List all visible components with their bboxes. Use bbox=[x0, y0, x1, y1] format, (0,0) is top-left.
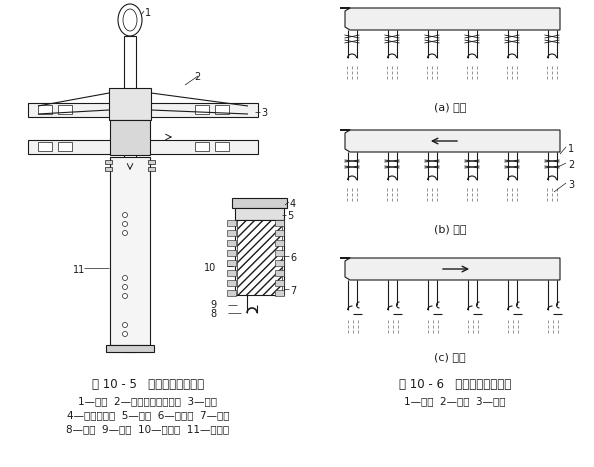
Text: 8—钩针  9—挡条  10—挡条板  11—多孔管: 8—钩针 9—挡条 10—挡条板 11—多孔管 bbox=[67, 424, 229, 434]
Bar bbox=[275, 280, 284, 286]
Bar bbox=[195, 105, 209, 114]
Bar bbox=[105, 167, 112, 171]
Bar bbox=[106, 345, 154, 352]
Bar bbox=[105, 160, 112, 164]
Circle shape bbox=[122, 323, 128, 327]
Bar bbox=[275, 290, 284, 296]
Text: 8: 8 bbox=[210, 309, 216, 319]
Text: 3: 3 bbox=[568, 180, 574, 190]
Bar bbox=[227, 280, 236, 286]
Bar bbox=[215, 142, 229, 151]
Bar bbox=[235, 220, 284, 295]
Bar bbox=[58, 105, 72, 114]
Bar bbox=[38, 105, 52, 114]
Bar bbox=[109, 88, 151, 120]
Text: 6: 6 bbox=[290, 253, 296, 263]
Text: 5: 5 bbox=[287, 211, 293, 221]
Text: 3: 3 bbox=[261, 108, 267, 118]
Bar bbox=[110, 157, 150, 345]
Text: 7: 7 bbox=[290, 286, 296, 296]
Bar bbox=[38, 142, 52, 151]
Circle shape bbox=[122, 231, 128, 235]
Text: (a) 挂绸: (a) 挂绸 bbox=[434, 102, 466, 112]
Bar bbox=[275, 250, 284, 256]
Bar bbox=[227, 260, 236, 266]
Bar bbox=[235, 208, 284, 220]
Text: 图 10 - 6   星形架工作过程图: 图 10 - 6 星形架工作过程图 bbox=[399, 378, 511, 391]
Bar bbox=[110, 120, 150, 155]
Bar bbox=[275, 220, 284, 226]
Polygon shape bbox=[340, 130, 560, 152]
Bar bbox=[232, 198, 287, 208]
Circle shape bbox=[122, 293, 128, 298]
Polygon shape bbox=[340, 258, 560, 280]
Ellipse shape bbox=[123, 9, 137, 31]
Bar bbox=[227, 250, 236, 256]
Bar bbox=[124, 36, 136, 352]
Bar bbox=[275, 230, 284, 236]
Circle shape bbox=[122, 212, 128, 218]
Bar bbox=[28, 140, 258, 154]
Text: 11: 11 bbox=[73, 265, 86, 275]
Bar bbox=[227, 220, 236, 226]
Bar bbox=[227, 290, 236, 296]
Bar bbox=[275, 260, 284, 266]
Polygon shape bbox=[340, 8, 560, 30]
Circle shape bbox=[122, 332, 128, 337]
Bar bbox=[148, 160, 155, 164]
Text: 9: 9 bbox=[210, 300, 216, 310]
Bar bbox=[28, 103, 258, 117]
Text: 1—挡条  2—钩针  3—坯绸: 1—挡条 2—钩针 3—坯绸 bbox=[405, 396, 505, 406]
Text: 4—离合定位器  5—轮辐  6—针板架  7—针板: 4—离合定位器 5—轮辐 6—针板架 7—针板 bbox=[67, 410, 229, 420]
Text: 1: 1 bbox=[145, 8, 151, 18]
Bar bbox=[275, 240, 284, 246]
Text: 10: 10 bbox=[204, 263, 216, 273]
Text: (b) 精练: (b) 精练 bbox=[434, 224, 466, 234]
Text: 4: 4 bbox=[290, 199, 296, 209]
Ellipse shape bbox=[118, 4, 142, 36]
Bar bbox=[237, 220, 282, 295]
Bar bbox=[227, 240, 236, 246]
Circle shape bbox=[122, 221, 128, 226]
Bar bbox=[215, 105, 229, 114]
Bar bbox=[227, 230, 236, 236]
Text: (c) 脱钩: (c) 脱钩 bbox=[434, 352, 466, 362]
Text: 2: 2 bbox=[194, 72, 200, 82]
Bar bbox=[58, 142, 72, 151]
Bar bbox=[227, 270, 236, 276]
Bar bbox=[195, 142, 209, 151]
Bar bbox=[148, 167, 155, 171]
Circle shape bbox=[122, 284, 128, 290]
Circle shape bbox=[122, 276, 128, 281]
Text: 1—吊环  2—平面螺旋盘组合件  3—机架: 1—吊环 2—平面螺旋盘组合件 3—机架 bbox=[78, 396, 217, 406]
Text: 图 10 - 5   星形架结构示意图: 图 10 - 5 星形架结构示意图 bbox=[92, 378, 204, 391]
Bar bbox=[275, 270, 284, 276]
Text: 2: 2 bbox=[568, 160, 574, 170]
Text: 1: 1 bbox=[568, 144, 574, 154]
